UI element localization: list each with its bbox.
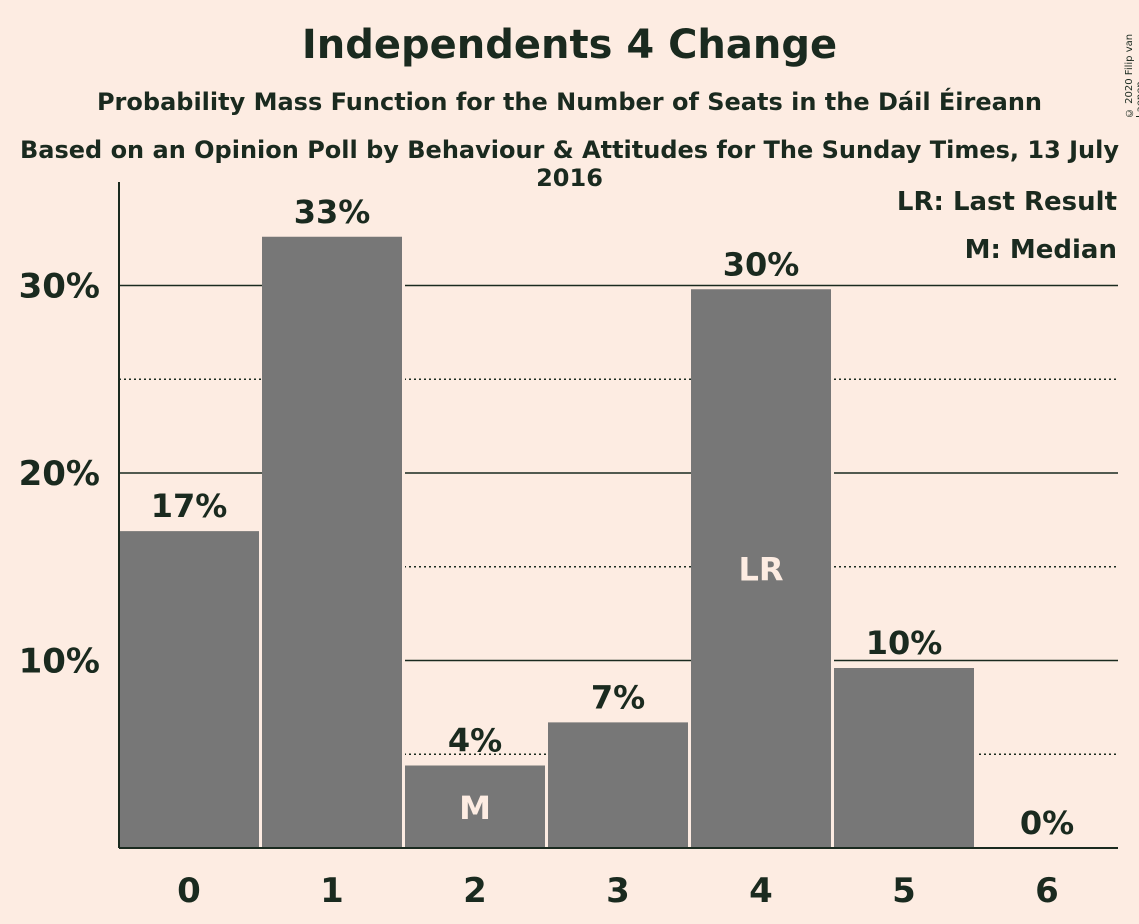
x-tick-label: 2 bbox=[463, 871, 487, 911]
x-tick-label: 6 bbox=[1035, 871, 1059, 911]
y-tick-label: 20% bbox=[19, 454, 100, 494]
bar-marker-label: M bbox=[459, 789, 491, 827]
x-tick-label: 3 bbox=[606, 871, 630, 911]
bar bbox=[691, 289, 831, 848]
bar-value-label: 7% bbox=[591, 678, 645, 716]
bar-value-label: 10% bbox=[866, 624, 943, 662]
bar bbox=[405, 765, 545, 848]
bar bbox=[119, 531, 259, 848]
legend-entry: LR: Last Result bbox=[897, 187, 1117, 217]
legend-entry: M: Median bbox=[965, 235, 1117, 265]
x-tick-label: 0 bbox=[177, 871, 201, 911]
x-tick-label: 1 bbox=[320, 871, 344, 911]
bar bbox=[834, 668, 974, 848]
bar-value-label: 33% bbox=[294, 193, 371, 231]
bar-value-label: 0% bbox=[1020, 804, 1074, 842]
bar-value-label: 30% bbox=[723, 245, 800, 283]
bar-marker-label: LR bbox=[738, 551, 783, 589]
y-tick-label: 30% bbox=[19, 267, 100, 307]
chart-subtitle: Probability Mass Function for the Number… bbox=[96, 88, 1043, 116]
x-tick-label: 4 bbox=[749, 871, 773, 911]
x-tick-label: 5 bbox=[892, 871, 916, 911]
bar bbox=[262, 236, 402, 848]
chart-title: Independents 4 Change bbox=[301, 22, 838, 68]
chart-source: Based on an Opinion Poll by Behaviour & … bbox=[19, 136, 1120, 192]
y-tick-label: 10% bbox=[19, 642, 100, 682]
bar-value-label: 4% bbox=[448, 722, 502, 760]
bar-value-label: 17% bbox=[151, 487, 228, 525]
bar bbox=[548, 722, 688, 848]
